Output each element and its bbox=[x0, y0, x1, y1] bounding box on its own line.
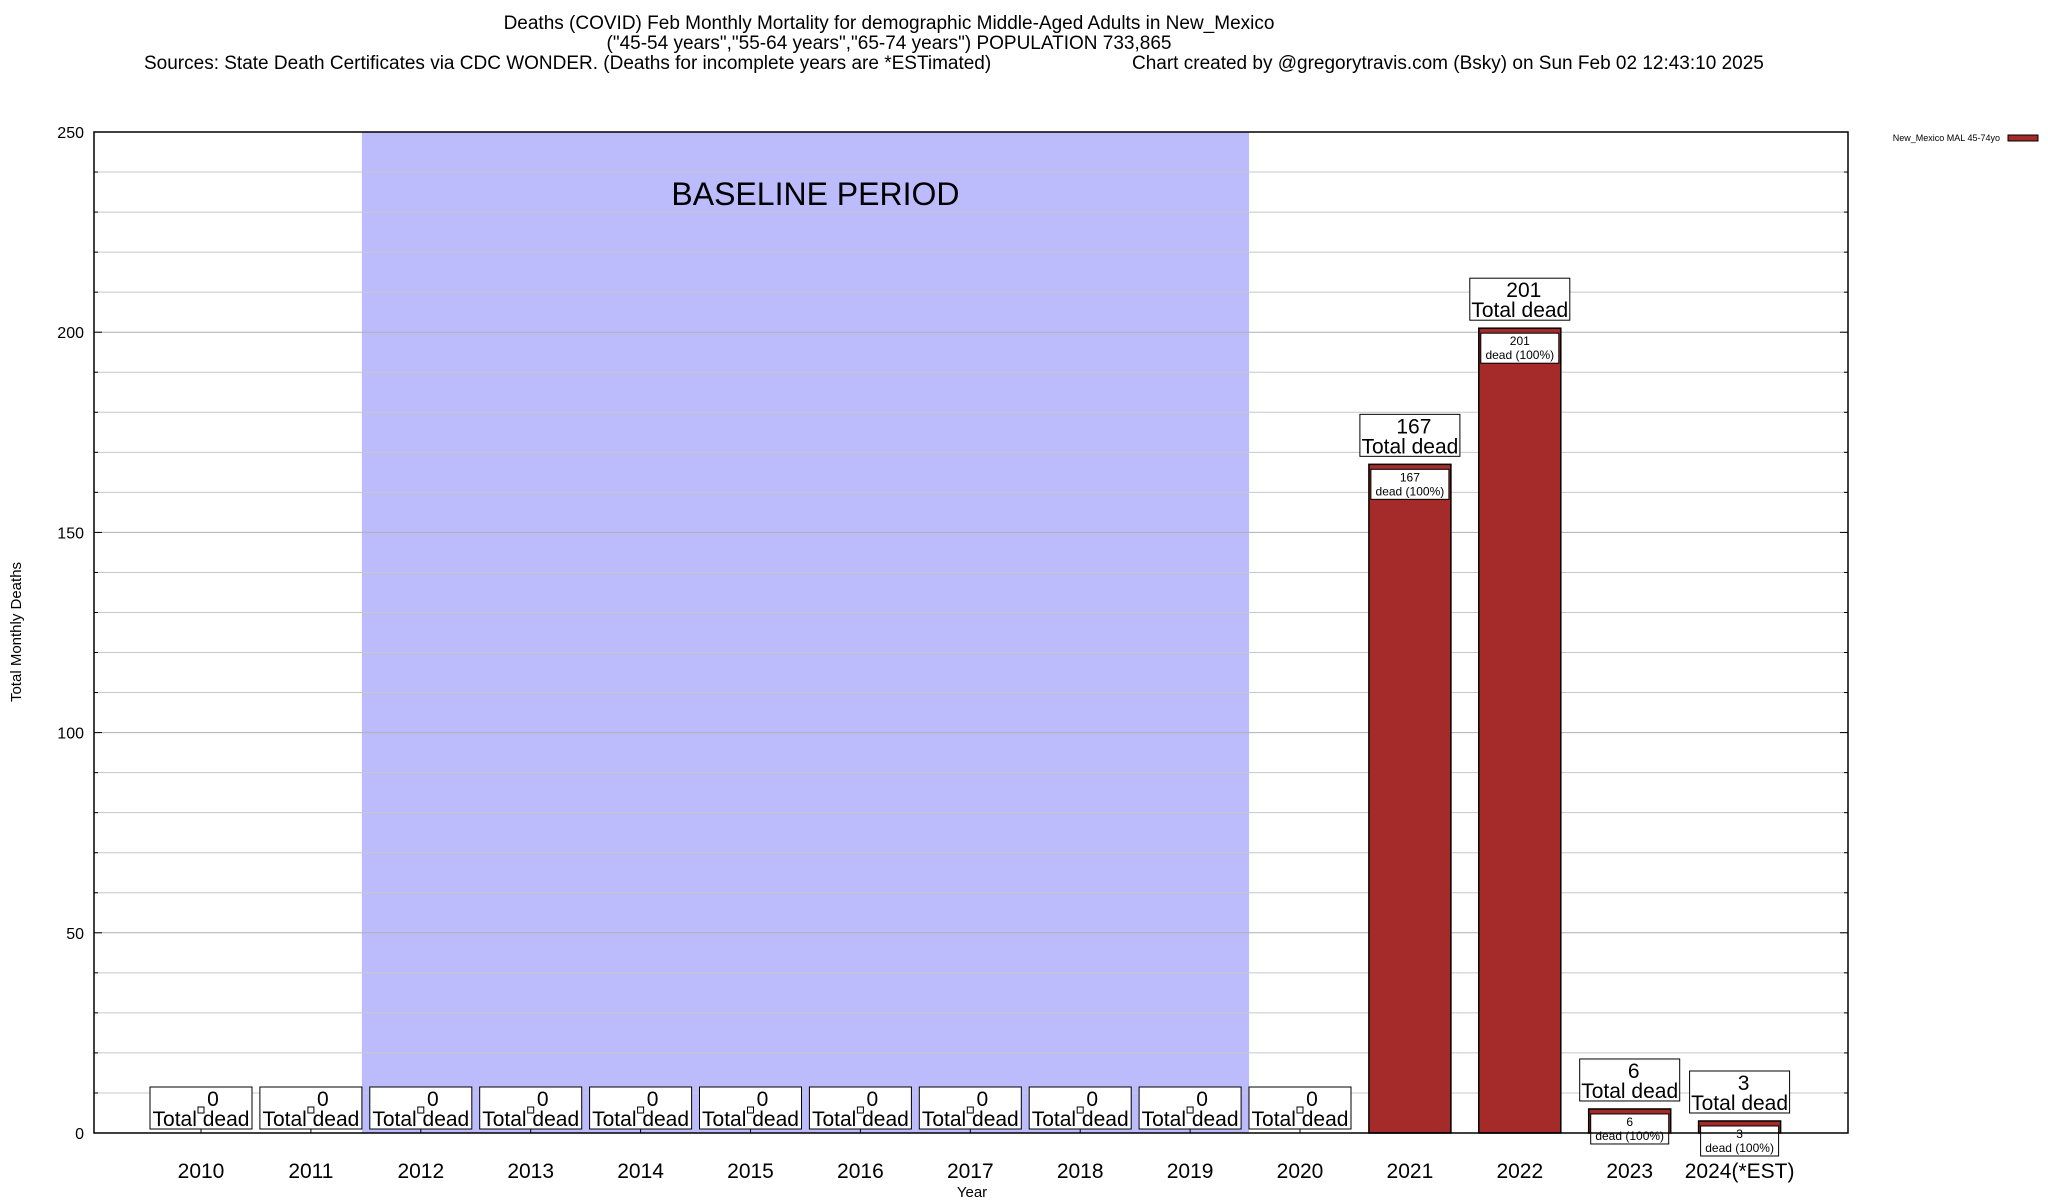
total-text: Total dead bbox=[1471, 299, 1568, 322]
bar-inner-label-box bbox=[1370, 468, 1450, 500]
x-tick-label: 2014 bbox=[617, 1160, 664, 1183]
bar-inner-percent: dead (100%) bbox=[1705, 1141, 1774, 1155]
total-value: 0 bbox=[757, 1088, 769, 1111]
total-text: Total dead bbox=[702, 1108, 799, 1131]
bar bbox=[1478, 327, 1562, 1134]
zero-bar-marker bbox=[1296, 1106, 1304, 1114]
total-text: Total dead bbox=[1361, 435, 1458, 458]
x-tick-label: 2012 bbox=[397, 1160, 444, 1183]
y-tick-label: 250 bbox=[57, 125, 84, 142]
x-tick-label: 2011 bbox=[288, 1160, 333, 1183]
zero-bar-marker bbox=[637, 1106, 645, 1114]
total-label-box bbox=[1469, 277, 1571, 321]
bar-inner-value: 6 bbox=[1626, 1115, 1633, 1129]
y-tick-label: 0 bbox=[75, 1126, 84, 1143]
total-text: Total dead bbox=[262, 1108, 359, 1131]
total-label-box bbox=[1359, 413, 1461, 457]
bar-inner-label-box bbox=[1700, 1125, 1780, 1157]
zero-bar-marker bbox=[417, 1106, 425, 1114]
bar-inner-percent: dead (100%) bbox=[1485, 348, 1554, 362]
zero-bar-marker bbox=[197, 1106, 205, 1114]
total-value: 3 bbox=[1738, 1072, 1750, 1095]
total-value: 0 bbox=[1306, 1088, 1318, 1111]
y-tick-label: 100 bbox=[57, 726, 84, 743]
total-value: 167 bbox=[1396, 415, 1431, 438]
legend-label: New_Mexico MAL 45-74yo bbox=[1893, 133, 2000, 143]
chart-sources: Sources: State Death Certificates via CD… bbox=[144, 53, 992, 74]
x-tick-label: 2021 bbox=[1387, 1160, 1434, 1183]
total-text: Total dead bbox=[1691, 1092, 1788, 1115]
zero-bar-marker bbox=[1186, 1106, 1194, 1114]
x-tick-label: 2016 bbox=[837, 1160, 884, 1183]
bar-inner-value: 201 bbox=[1510, 334, 1530, 348]
legend-swatch bbox=[2007, 134, 2039, 142]
x-tick-label: 2013 bbox=[507, 1160, 554, 1183]
zero-bar-marker bbox=[856, 1106, 864, 1114]
x-tick-label: 2023 bbox=[1606, 1160, 1653, 1183]
zero-bar-marker bbox=[307, 1106, 315, 1114]
y-axis-title: Total Monthly Deaths bbox=[8, 562, 25, 702]
total-text: Total dead bbox=[1142, 1108, 1239, 1131]
total-value: 0 bbox=[1196, 1088, 1208, 1111]
zero-bar-marker bbox=[747, 1106, 754, 1114]
total-label-box bbox=[1579, 1058, 1681, 1102]
total-label-box bbox=[918, 1086, 1022, 1130]
x-tick-label: 2018 bbox=[1057, 1160, 1104, 1183]
x-tick-label: 2024(*EST) bbox=[1685, 1160, 1795, 1183]
chart-credit: Chart created by @gregorytravis.com (Bsk… bbox=[1132, 53, 1764, 74]
x-tick-label: 2020 bbox=[1277, 1160, 1324, 1183]
zero-bar-marker bbox=[966, 1106, 974, 1114]
total-value: 0 bbox=[207, 1088, 219, 1111]
total-value: 6 bbox=[1628, 1060, 1640, 1083]
bar-inner-value: 3 bbox=[1736, 1127, 1743, 1141]
chart-subtitle: ("45-54 years","55-64 years","65-74 year… bbox=[606, 33, 1172, 54]
total-value: 0 bbox=[976, 1088, 988, 1111]
chart-title: Deaths (COVID) Feb Monthly Mortality for… bbox=[503, 13, 1275, 34]
y-tick-label: 200 bbox=[57, 325, 84, 342]
total-text: Total dead bbox=[922, 1108, 1019, 1131]
bar bbox=[1368, 463, 1452, 1134]
total-text: Total dead bbox=[372, 1108, 469, 1131]
baseline-region bbox=[361, 132, 1250, 1133]
x-tick-label: 2019 bbox=[1167, 1160, 1214, 1183]
total-text: Total dead bbox=[1032, 1108, 1129, 1131]
x-tick-label: 2010 bbox=[178, 1160, 225, 1183]
total-label-box bbox=[1689, 1070, 1791, 1114]
total-value: 201 bbox=[1506, 279, 1541, 302]
total-text: Total dead bbox=[482, 1108, 579, 1131]
bar-inner-label-box bbox=[1590, 1113, 1670, 1145]
total-text: Total dead bbox=[1252, 1108, 1349, 1131]
x-tick-label: 2017 bbox=[947, 1160, 994, 1183]
total-text: Total dead bbox=[153, 1108, 250, 1131]
total-value: 0 bbox=[317, 1088, 329, 1111]
zero-bar-marker bbox=[1076, 1106, 1084, 1114]
bar-inner-percent: dead (100%) bbox=[1376, 484, 1445, 498]
total-value: 0 bbox=[647, 1088, 659, 1111]
total-value: 0 bbox=[867, 1088, 879, 1111]
bar-inner-value: 167 bbox=[1400, 470, 1420, 484]
total-value: 0 bbox=[1086, 1088, 1098, 1111]
zero-bar-marker bbox=[527, 1106, 535, 1114]
total-text: Total dead bbox=[592, 1108, 689, 1131]
total-value: 0 bbox=[537, 1088, 549, 1111]
y-tick-label: 50 bbox=[66, 926, 84, 943]
x-tick-label: 2022 bbox=[1496, 1160, 1543, 1183]
total-text: Total dead bbox=[812, 1108, 909, 1131]
baseline-label: BASELINE PERIOD bbox=[671, 176, 959, 212]
bar-inner-label-box bbox=[1480, 332, 1560, 364]
x-tick-label: 2015 bbox=[727, 1160, 774, 1183]
total-text: Total dead bbox=[1581, 1080, 1678, 1103]
x-axis-title: Year bbox=[957, 1184, 987, 1200]
plot-border bbox=[93, 131, 1849, 1134]
bar-inner-percent: dead (100%) bbox=[1595, 1129, 1664, 1143]
total-value: 0 bbox=[427, 1088, 439, 1111]
y-tick-label: 150 bbox=[57, 525, 84, 542]
